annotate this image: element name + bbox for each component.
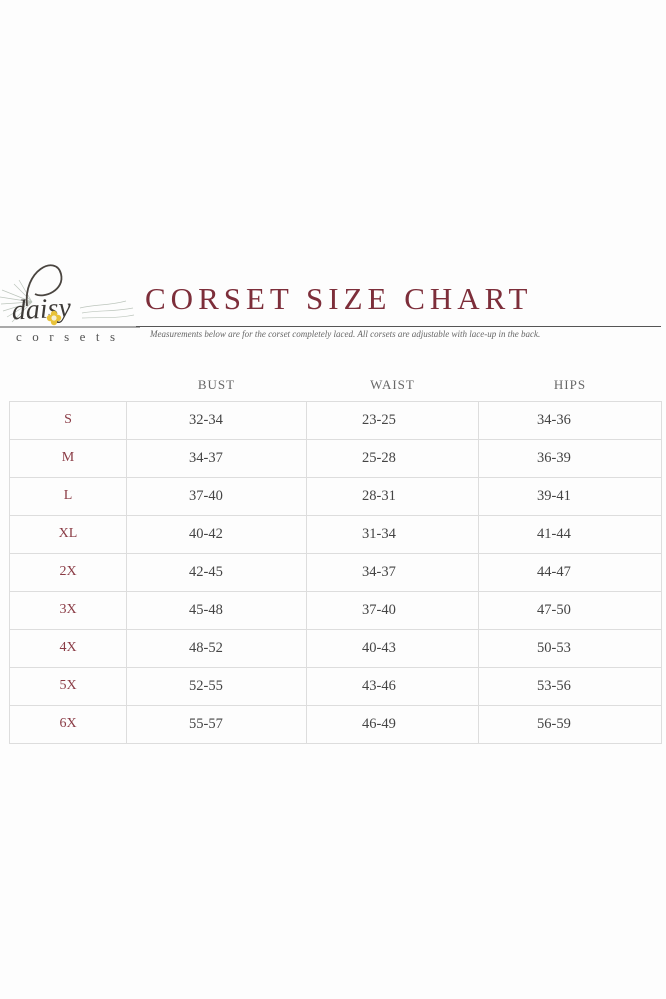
svg-text:daisy: daisy	[11, 292, 72, 326]
svg-text:corsets: corsets	[16, 329, 126, 344]
